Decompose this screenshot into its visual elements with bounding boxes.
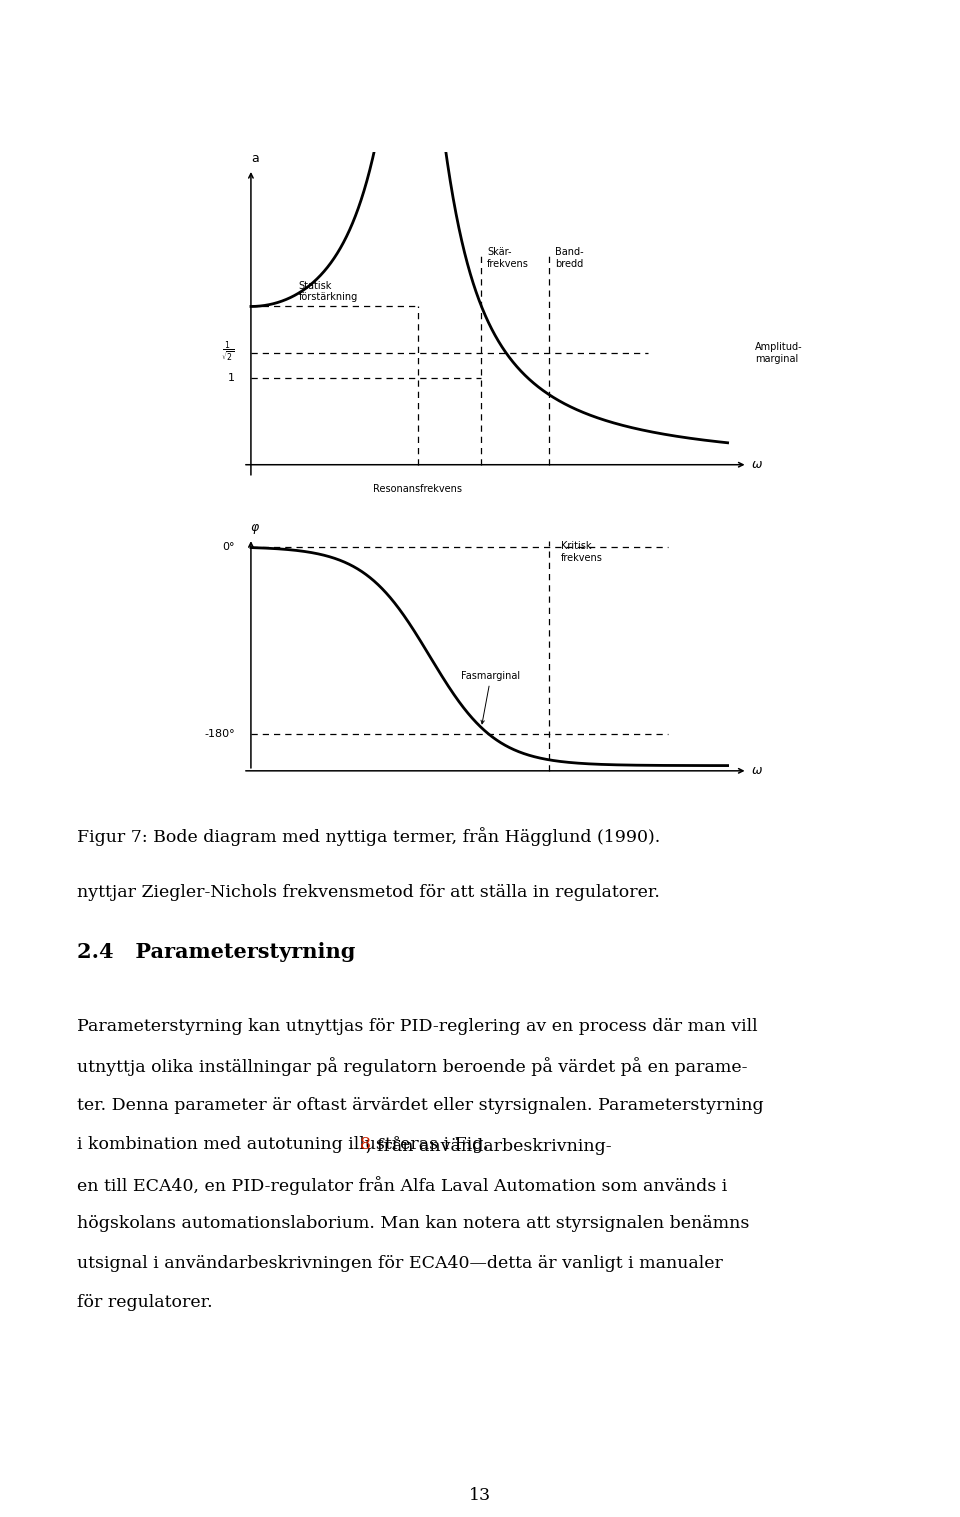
Text: 13: 13 xyxy=(468,1487,492,1503)
Text: a: a xyxy=(251,152,259,165)
Text: Parameterstyrning kan utnyttjas för PID-reglering av en process där man vill: Parameterstyrning kan utnyttjas för PID-… xyxy=(77,1018,757,1035)
Text: $\omega$: $\omega$ xyxy=(752,765,763,777)
Text: Skär-
frekvens: Skär- frekvens xyxy=(488,247,529,269)
Text: -180°: -180° xyxy=(204,730,235,739)
Text: för regulatorer.: för regulatorer. xyxy=(77,1294,212,1311)
Text: en till ECA40, en PID-regulator från Alfa Laval Automation som används i: en till ECA40, en PID-regulator från Alf… xyxy=(77,1176,727,1194)
Text: Fasmarginal: Fasmarginal xyxy=(462,671,520,724)
Text: nyttjar Ziegler-Nichols frekvensmetod för att ställa in regulatorer.: nyttjar Ziegler-Nichols frekvensmetod fö… xyxy=(77,884,660,901)
Text: i kombination med autotuning illustreras i Fig.: i kombination med autotuning illustreras… xyxy=(77,1136,494,1153)
Text: $\omega$: $\omega$ xyxy=(752,458,763,472)
Text: högskolans automationslaborium. Man kan notera att styrsignalen benämns: högskolans automationslaborium. Man kan … xyxy=(77,1215,749,1232)
Text: Figur 7: Bode diagram med nyttiga termer, från Hägglund (1990).: Figur 7: Bode diagram med nyttiga termer… xyxy=(77,827,660,845)
Text: Statisk
förstärkning: Statisk förstärkning xyxy=(299,281,358,302)
Text: , från användarbeskrivning-: , från användarbeskrivning- xyxy=(366,1136,612,1154)
Text: Kritisk
frekvens: Kritisk frekvens xyxy=(561,542,603,563)
Text: Amplitud-
marginal: Amplitud- marginal xyxy=(756,341,804,364)
Text: $\varphi$: $\varphi$ xyxy=(250,522,260,536)
Text: $\frac{1}{\!\sqrt{2}}$: $\frac{1}{\!\sqrt{2}}$ xyxy=(223,340,235,366)
Text: utnyttja olika inställningar på regulatorn beroende på värdet på en parame-: utnyttja olika inställningar på regulato… xyxy=(77,1057,747,1076)
Text: 8: 8 xyxy=(360,1136,372,1153)
Text: Resonansfrekvens: Resonansfrekvens xyxy=(373,484,463,495)
Text: 2.4   Parameterstyrning: 2.4 Parameterstyrning xyxy=(77,942,355,962)
Text: Band-
bredd: Band- bredd xyxy=(555,247,584,269)
Text: ter. Denna parameter är oftast ärvärdet eller styrsignalen. Parameterstyrning: ter. Denna parameter är oftast ärvärdet … xyxy=(77,1097,763,1113)
Text: utsignal i användarbeskrivningen för ECA40—detta är vanligt i manualer: utsignal i användarbeskrivningen för ECA… xyxy=(77,1255,723,1271)
Text: 1: 1 xyxy=(228,373,235,382)
Text: 0°: 0° xyxy=(223,542,235,552)
